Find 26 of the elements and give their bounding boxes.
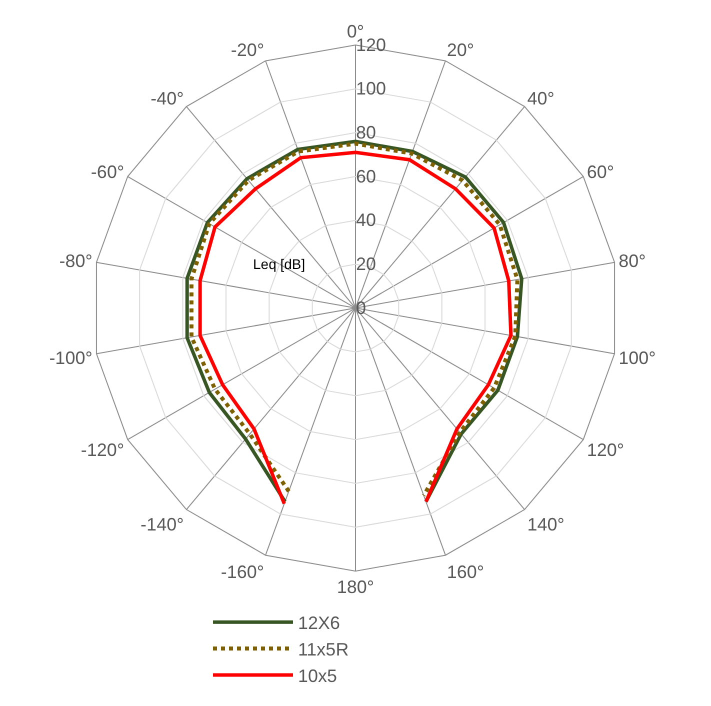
spoke-label: -140° [140,514,184,535]
legend-label: 11x5R [298,640,349,660]
spoke-label: -60° [90,162,124,182]
spoke-label: -20° [230,40,264,60]
y-tick-label: 60 [356,166,376,186]
y-tick-label: 100 [356,78,386,99]
spoke-label: -120° [80,440,124,460]
spoke-label: 100° [618,348,656,368]
spoke-label: -100° [49,348,92,368]
text: Leq [dB] [253,256,306,272]
spoke-label: 40° [527,88,554,109]
spoke-label: 80° [618,251,646,272]
spoke-label: 60° [586,162,614,182]
spoke-label: 160° [446,562,484,582]
legend-label: 12X6 [298,613,340,634]
spoke-label: -40° [150,88,184,109]
spoke-label: 20° [446,40,474,60]
y-tick-label: 80 [356,122,376,143]
legend-label: 10x5 [298,666,338,686]
y-tick-label: 20 [356,254,376,274]
spoke-label: -160° [220,562,264,582]
y-tick-label: 40 [356,210,376,230]
spoke-label: 120° [586,440,624,460]
spoke-label: -80° [59,251,92,272]
spoke-label: 180° [336,577,374,598]
spoke-label: 140° [527,514,564,535]
